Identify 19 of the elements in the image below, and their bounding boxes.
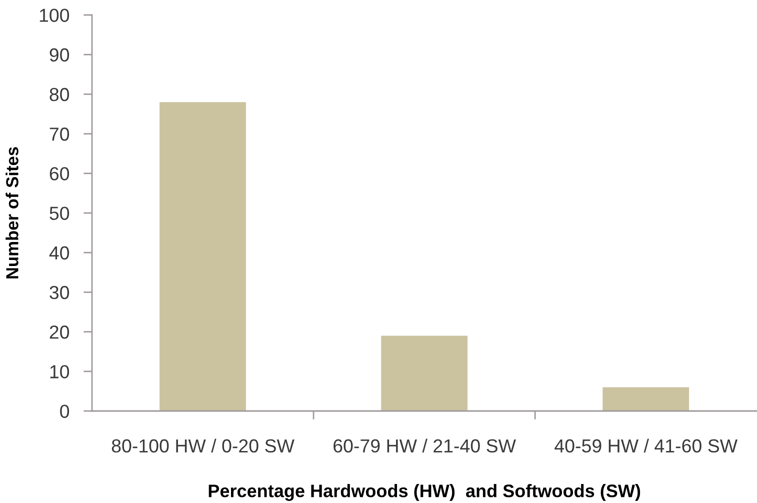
y-tick-label: 10 bbox=[50, 365, 70, 378]
y-tick-label: 60 bbox=[50, 167, 70, 180]
bar bbox=[381, 336, 468, 411]
x-axis-title: Percentage Hardwoods (HW) and Softwoods (SW) bbox=[208, 484, 640, 501]
y-tick-label: 70 bbox=[50, 128, 70, 141]
y-tick-label: 20 bbox=[50, 326, 70, 339]
y-tick-label: 30 bbox=[50, 286, 70, 300]
bar bbox=[602, 387, 690, 411]
x-tick-label: 40-59 HW / 41-60 SW bbox=[554, 438, 738, 453]
x-tick-label: 60-79 HW / 21-40 SW bbox=[334, 438, 516, 453]
bar bbox=[160, 102, 246, 411]
y-tick-label: 80 bbox=[50, 88, 70, 102]
y-axis-title: Number of Sites bbox=[6, 147, 18, 278]
y-tick-label: 50 bbox=[50, 206, 70, 220]
y-tick-label: 90 bbox=[50, 48, 70, 62]
y-tick-label: 40 bbox=[49, 246, 70, 260]
y-tick-label: 0 bbox=[60, 404, 70, 418]
y-tick-label: 100 bbox=[40, 8, 70, 22]
x-tick-label: 80-100 HW / 0-20 SW bbox=[112, 438, 294, 453]
